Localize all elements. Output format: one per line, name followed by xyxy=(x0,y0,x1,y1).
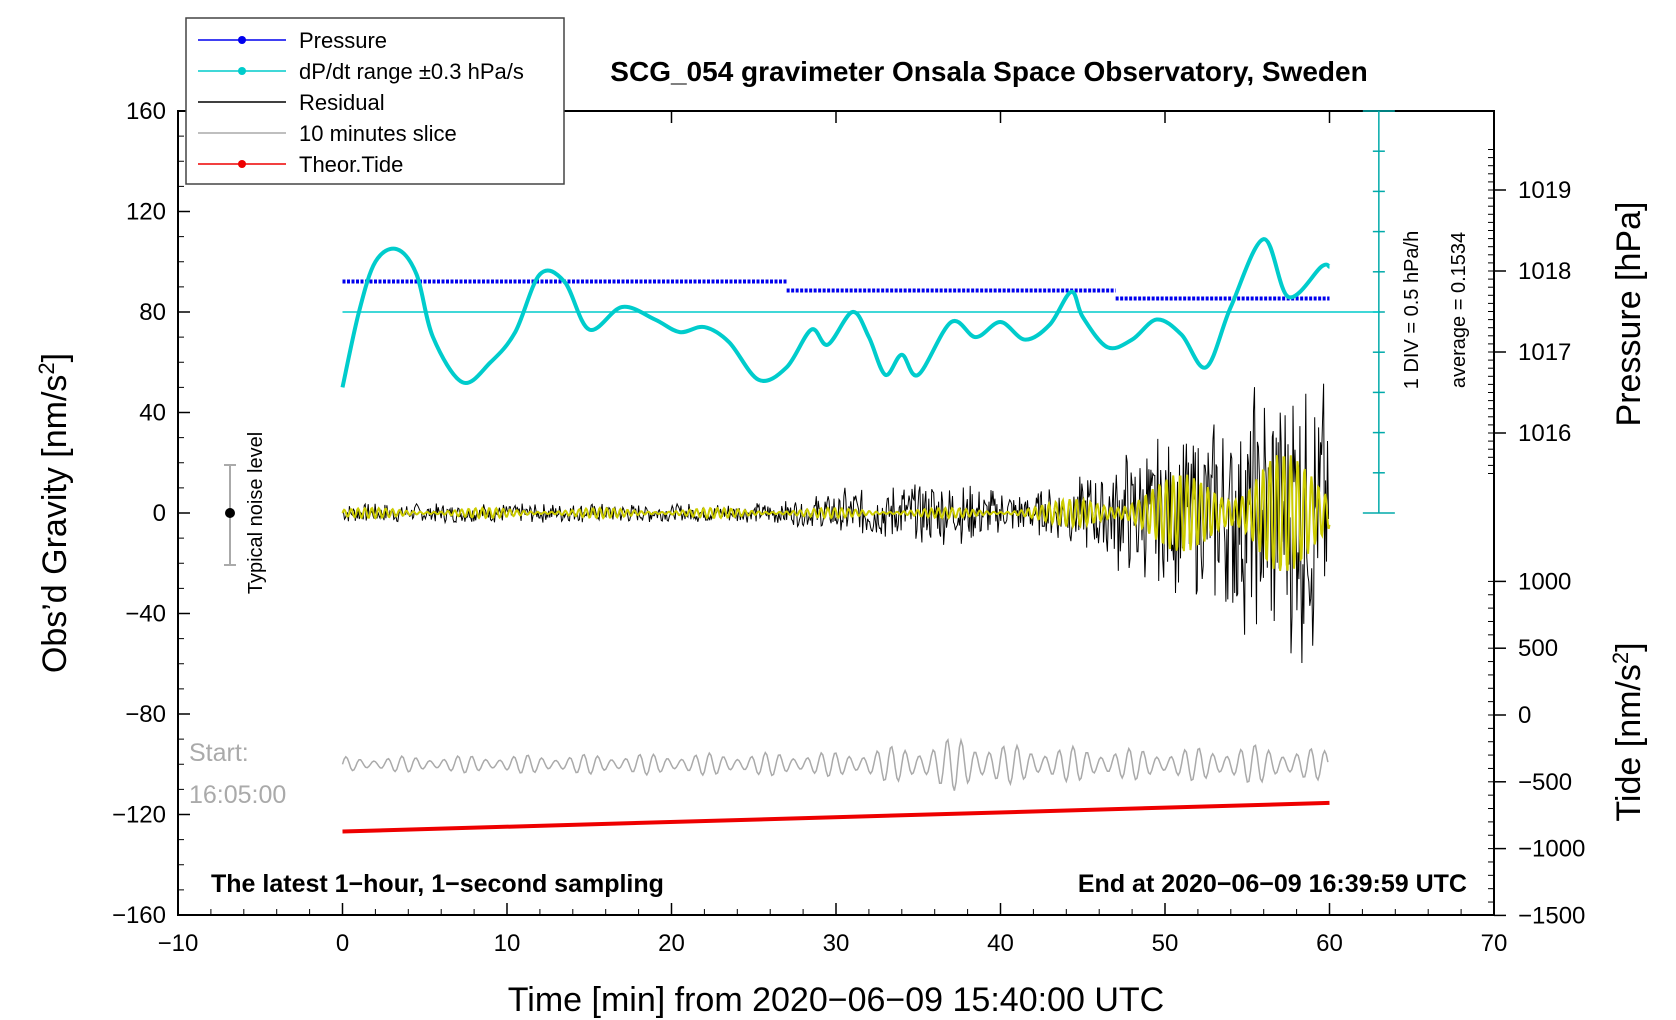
tide-tick-label: 500 xyxy=(1518,635,1558,662)
pressure-series xyxy=(342,279,1330,301)
x-tick-label: 30 xyxy=(823,930,850,957)
legend-label: Theor.Tide xyxy=(299,152,403,177)
x-axis-ticks: −10 0 10 20 30 40 50 60 70 xyxy=(158,111,1508,957)
x-tick-label: 60 xyxy=(1316,930,1343,957)
x-tick-label: 10 xyxy=(494,930,521,957)
y-axis-title: Obs’d Gravity [nm/s2] xyxy=(34,353,74,673)
legend-label: Residual xyxy=(299,90,385,115)
legend-label: 10 minutes slice xyxy=(299,121,457,146)
tide-tick-label: −1000 xyxy=(1518,836,1585,863)
y-axis-ticks: −160 −120 −80 −40 0 40 80 120 160 xyxy=(112,98,190,929)
x-tick-label: −10 xyxy=(158,930,199,957)
pressure-tick-label: 1017 xyxy=(1518,339,1571,366)
pressure-axis-title: Pressure [hPa] xyxy=(1610,202,1648,427)
slice-series xyxy=(341,737,1329,791)
legend-label: dP/dt range ±0.3 hPa/s xyxy=(299,59,524,84)
pressure-tick-label: 1019 xyxy=(1518,177,1571,204)
tide-series xyxy=(342,800,1330,834)
residual-filtered-series xyxy=(341,455,1331,571)
x-tick-label: 0 xyxy=(336,930,349,957)
legend-label: Pressure xyxy=(299,28,387,53)
legend-box xyxy=(185,17,565,185)
slice-time-label: 16:05:00 xyxy=(189,781,286,809)
chart-title: SCG_054 gravimeter Onsala Space Observat… xyxy=(610,56,1367,87)
tide-tick-label: 0 xyxy=(1518,702,1531,729)
y-tick-label: 80 xyxy=(139,299,166,326)
legend-marker xyxy=(238,160,246,168)
tide-tick-label: −1500 xyxy=(1518,902,1585,929)
y-tick-label: −40 xyxy=(125,601,166,628)
x-tick-label: 70 xyxy=(1481,930,1508,957)
dpdt-series xyxy=(340,237,1331,388)
div-note: 1 DIV = 0.5 hPa/h xyxy=(1401,231,1423,389)
y-tick-label: −160 xyxy=(112,902,166,929)
tide-axis-ticks: −1500 −1000 −500 0 500 1000 xyxy=(1488,568,1585,929)
legend-marker xyxy=(238,67,246,75)
y-tick-label: 40 xyxy=(139,400,166,427)
noise-level-marker xyxy=(224,464,236,566)
legend: Pressure dP/dt range ±0.3 hPa/s Residual 10… xyxy=(185,17,565,185)
noise-level-label: Typical noise level xyxy=(245,432,267,594)
x-axis-title: Time [min] from 2020−06−09 15:40:00 UTC xyxy=(508,981,1164,1019)
average-note: average = 0.1534 xyxy=(1448,232,1470,388)
footer-left-text: The latest 1−hour, 1−second sampling xyxy=(211,870,664,898)
y-tick-label: 0 xyxy=(153,500,166,527)
y-tick-label: −80 xyxy=(125,701,166,728)
slice-start-label: Start: xyxy=(189,739,249,767)
tide-tick-label: −500 xyxy=(1518,769,1572,796)
legend-marker xyxy=(238,36,246,44)
tide-tick-label: 1000 xyxy=(1518,568,1571,595)
tide-axis-title: Tide [nm/s2] xyxy=(1608,642,1648,821)
y-tick-label: 120 xyxy=(126,199,166,226)
pressure-tick-label: 1016 xyxy=(1518,420,1571,447)
residual-series xyxy=(342,383,1329,664)
x-tick-label: 50 xyxy=(1152,930,1179,957)
series-layer xyxy=(340,237,1379,834)
footer-right-text: End at 2020−06−09 16:39:59 UTC xyxy=(1078,870,1467,898)
y-tick-label: 160 xyxy=(126,98,166,125)
x-tick-label: 20 xyxy=(658,930,685,957)
y-tick-label: −120 xyxy=(112,802,166,829)
pressure-tick-label: 1018 xyxy=(1518,258,1571,285)
pressure-axis-ticks: 1016 1017 1018 1019 xyxy=(1488,149,1571,474)
x-tick-label: 40 xyxy=(987,930,1014,957)
